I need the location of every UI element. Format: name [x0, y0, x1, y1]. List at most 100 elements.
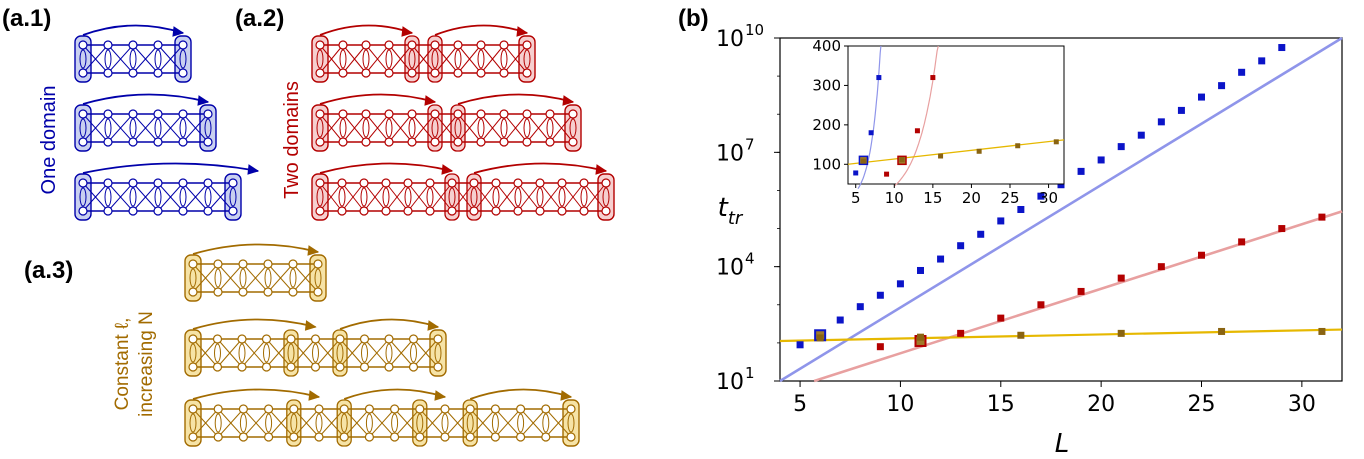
transfer-arrow: [192, 243, 319, 255]
inset-x-tick-label: 30: [1039, 189, 1058, 207]
inset-y-tick-label: 300: [812, 76, 841, 94]
data-point: [917, 333, 924, 341]
chain-node: [153, 206, 163, 216]
chain-node: [338, 137, 348, 147]
cross-link: [549, 113, 574, 143]
transfer-arrow: [469, 388, 572, 400]
chain-node: [213, 259, 223, 269]
end-box: [184, 254, 202, 302]
chain-node: [238, 432, 248, 442]
chain-node: [491, 206, 501, 216]
transfer-arrow: [473, 162, 607, 174]
y-axis-label: ttr: [718, 193, 744, 229]
chain-node: [261, 334, 272, 344]
node-loop: [129, 187, 137, 207]
cross-link: [343, 408, 370, 438]
chain-node: [384, 68, 394, 78]
cross-link: [243, 408, 269, 438]
chain-node: [338, 109, 348, 119]
node-loop: [239, 268, 247, 288]
arrow-head: [197, 95, 210, 106]
cross-link: [561, 182, 585, 212]
chain-node: [490, 404, 500, 414]
y-tick-exponent: 4: [745, 250, 755, 268]
cross-link: [217, 338, 243, 368]
chain-node: [359, 334, 370, 344]
chain-node: [568, 137, 578, 147]
cross-link: [365, 44, 390, 74]
node-loop: [79, 187, 87, 207]
x-tick-label: 10: [886, 392, 914, 417]
data-point: [896, 280, 904, 288]
cross-link: [132, 44, 159, 74]
inset-x-tick-label: 20: [962, 189, 981, 207]
node-loop: [79, 118, 87, 138]
chain-node: [535, 178, 545, 188]
node-loop: [431, 49, 439, 69]
end-box: [184, 329, 202, 377]
data-point: [1198, 251, 1205, 259]
x-tick-label: 15: [987, 392, 1015, 417]
cross-link: [182, 182, 209, 212]
node-loop: [470, 187, 478, 207]
data-point: [1157, 118, 1165, 126]
inset-point: [884, 171, 890, 177]
chain-node: [238, 287, 248, 297]
end-box: [309, 254, 327, 302]
node-loop: [523, 49, 531, 69]
data-point: [1218, 82, 1226, 90]
arrow-head: [401, 26, 414, 37]
cross-link: [413, 338, 439, 368]
chain-node: [337, 178, 347, 188]
arrow-head: [307, 245, 320, 256]
chain-node: [579, 178, 589, 188]
end-box: [224, 173, 242, 221]
node-loop: [129, 118, 137, 138]
chain-node: [335, 334, 345, 344]
chain-node: [339, 404, 349, 414]
chain-node: [407, 137, 417, 147]
cross-link: [419, 408, 446, 438]
cross-link: [520, 408, 547, 438]
inset-y-ticks: 100 200 300 400: [812, 37, 848, 173]
arrow-head: [516, 26, 529, 37]
two-domains-label: Two domains: [281, 81, 303, 199]
chain-node: [447, 178, 457, 188]
chain-node: [288, 287, 298, 297]
y-tick-exponent: 10: [745, 21, 764, 39]
chain-node: [238, 404, 248, 414]
fit-line: [779, 328, 1343, 343]
cross-link: [388, 113, 413, 143]
node-loop: [79, 49, 87, 69]
data-point: [1037, 301, 1045, 309]
end-box: [174, 35, 192, 83]
cross-link: [480, 113, 505, 143]
inset-fit-curve: [857, 45, 882, 190]
transfer-arrow: [339, 318, 439, 330]
chain-node: [384, 334, 394, 344]
cross-link: [583, 182, 607, 212]
chain-node: [178, 109, 188, 119]
node-loop: [312, 343, 319, 363]
chain-node: [465, 432, 475, 442]
node-loop: [265, 413, 273, 433]
node-loop: [339, 118, 347, 138]
inset-x-ticks: 5 10 15 20 25 30: [851, 184, 1058, 207]
inset-points: [853, 75, 1059, 177]
data-point: [1258, 57, 1266, 65]
cross-link: [217, 408, 244, 438]
data-point: [796, 341, 804, 349]
node-loop: [385, 49, 393, 69]
chain-node: [128, 40, 138, 50]
chain-node: [499, 40, 509, 50]
chain-node: [213, 287, 223, 297]
node-loop: [477, 49, 485, 69]
x-tick-label: 20: [1087, 392, 1115, 417]
cross-link: [339, 338, 365, 368]
panel-label-a1: (a.1): [2, 5, 51, 32]
chain-node: [433, 362, 443, 372]
cross-link: [318, 408, 345, 438]
end-box: [184, 399, 202, 447]
chain-node: [545, 137, 555, 147]
chain-node: [476, 109, 486, 119]
